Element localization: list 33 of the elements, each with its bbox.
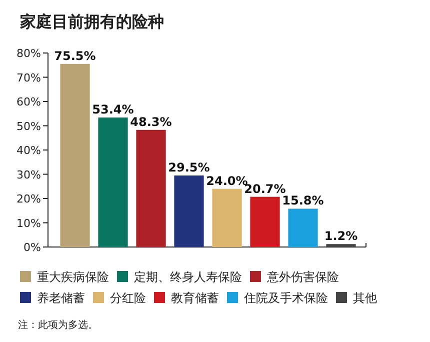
legend-label: 其他 (353, 291, 377, 305)
y-tick-label: 20% (16, 192, 41, 206)
legend-item: 定期、终身人寿保险 (117, 270, 242, 284)
legend-label: 养老储蓄 (37, 291, 85, 305)
data-label: 24.0% (206, 174, 248, 188)
y-tick-label: 10% (16, 216, 41, 230)
legend-item: 其他 (336, 291, 377, 305)
y-tick-label: 70% (16, 71, 41, 84)
legend-item: 分红险 (93, 291, 146, 305)
y-tick-label: 80% (16, 47, 41, 60)
y-tick-label: 40% (16, 144, 41, 157)
data-label: 29.5% (168, 160, 210, 174)
y-tick-label: 50% (16, 120, 41, 133)
data-label: 48.3% (130, 114, 172, 129)
legend-item: 教育储蓄 (154, 291, 219, 305)
legend-label: 教育储蓄 (171, 291, 219, 305)
legend-item: 住院及手术保险 (227, 291, 328, 305)
legend-label: 意外伤害保险 (266, 270, 339, 284)
data-label: 1.2% (324, 229, 358, 244)
legend-item: 重大疾病保险 (20, 270, 109, 284)
legend-item: 意外伤害保险 (250, 270, 339, 284)
data-label: 53.4% (92, 102, 134, 117)
legend-label: 住院及手术保险 (243, 291, 328, 305)
legend-label: 分红险 (110, 291, 146, 305)
chart-title: 家庭目前拥有的险种 (19, 12, 164, 31)
y-tick-label: 30% (16, 168, 41, 182)
data-label: 15.8% (282, 194, 324, 208)
legend-item: 养老储蓄 (20, 291, 85, 305)
y-tick-label: 60% (16, 96, 41, 108)
legend-label: 重大疾病保险 (37, 270, 109, 284)
y-tick-label: 0% (24, 241, 41, 254)
text: 注：此项为多选。 (18, 319, 98, 331)
data-label: 75.5% (54, 48, 96, 63)
